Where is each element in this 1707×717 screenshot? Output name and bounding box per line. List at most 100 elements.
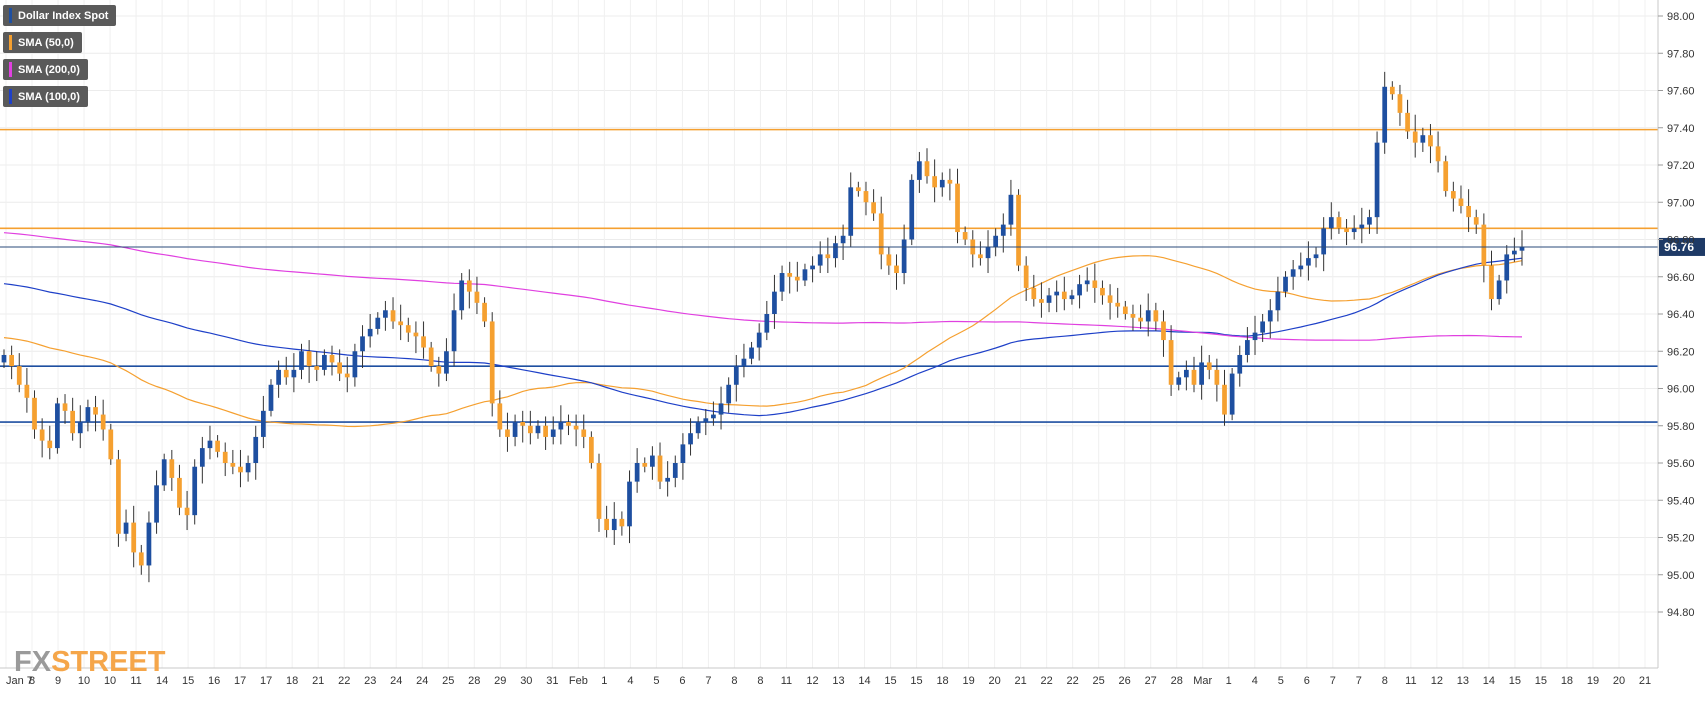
candle-down [581,429,587,437]
candle-up [901,239,907,274]
candle-down [825,254,831,259]
y-tick-label: 97.00 [1667,197,1695,209]
candle-down [794,276,800,281]
x-tick-label: 15 [884,675,896,687]
x-tick-label: 22 [1041,675,1053,687]
candle-down [947,179,953,184]
candle-up [1077,284,1082,296]
candle-up [207,440,213,449]
candle-up [711,414,716,419]
candle-down [131,522,137,553]
candle-down [466,280,472,292]
last-price-label: 96.76 [1664,240,1694,254]
x-tick-label: 25 [1093,675,1105,687]
candle-up [718,403,724,415]
candle-down [116,459,121,534]
candle-up [253,436,259,463]
y-tick-label: 95.40 [1667,495,1695,507]
candle-down [1428,135,1433,147]
x-tick-label: 14 [156,675,168,687]
candle-down [543,425,548,437]
y-tick-label: 96.40 [1667,309,1695,321]
candle-up [741,358,747,367]
y-tick-label: 97.60 [1667,86,1695,98]
candle-down [520,422,526,426]
candle-down [32,397,37,430]
candle-up [360,336,365,352]
candle-down [24,384,30,398]
legend-entry-sma-100[interactable]: SMA (100,0) [3,86,88,107]
y-tick-label: 97.40 [1667,123,1695,135]
x-tick-label: 4 [627,675,633,687]
candle-up [802,269,808,281]
legend-entry-dollar-index[interactable]: Dollar Index Spot [3,5,117,26]
candle-up [1069,295,1075,300]
candle-up [1519,246,1525,251]
candle-down [9,354,14,367]
candle-down [329,354,335,363]
candle-up [764,314,770,333]
sma-50-line [3,255,1523,428]
candle-down [428,347,434,367]
legend-entry-sma-200[interactable]: SMA (200,0) [3,59,88,80]
x-tick-label: 15 [182,675,194,687]
candle-down [93,407,98,415]
gridlines [0,0,1658,668]
candle-down [1214,369,1220,385]
candle-down [566,422,571,426]
legend-entry-sma-50[interactable]: SMA (50,0) [3,32,82,53]
x-tick-label: 28 [1171,675,1183,687]
candle-down [642,463,648,467]
candle-up [1145,310,1151,322]
candle-up [993,235,999,247]
candle-up [154,485,159,523]
candle-down [955,183,960,233]
x-tick-label: 25 [442,675,454,687]
candle-up [1290,269,1296,277]
candle-up [55,403,60,449]
candle-down [1023,265,1029,288]
x-tick-label: 15 [1509,675,1521,687]
candle-down [222,451,228,463]
y-tick-label: 95.20 [1667,533,1695,545]
x-tick-label: 12 [806,675,818,687]
y-tick-label: 96.60 [1667,272,1695,284]
candle-up [1176,377,1182,385]
candle-down [886,254,892,266]
candle-up [733,366,739,385]
candle-up [245,463,251,473]
legend-swatch [9,89,12,104]
candle-down [177,477,182,508]
candle-down [138,552,144,566]
legend-label: Dollar Index Spot [18,9,109,22]
candle-down [436,366,442,374]
x-tick-label: 10 [104,675,116,687]
candle-down [39,429,45,441]
candle-up [367,328,373,337]
candle-up [161,459,167,486]
candle-down [878,213,884,255]
candle-down [1397,94,1403,113]
x-tick-label: 19 [1587,675,1599,687]
candle-up [1298,265,1304,270]
x-tick-label: 27 [1145,675,1157,687]
candle-up [1321,228,1327,255]
candle-up [375,317,381,329]
last-price-line: 96.76 [0,237,1705,256]
x-tick-label: 28 [468,675,480,687]
candle-up [192,466,198,516]
candle-up [1374,142,1380,218]
candle-down [405,325,411,333]
candle-up [451,310,457,352]
x-tick-label: 1 [1226,675,1232,687]
y-tick-label: 96.00 [1667,384,1695,396]
x-tick-label: 18 [1561,675,1573,687]
candle-up [688,433,693,445]
candle-down [1122,306,1128,314]
candle-down [1450,191,1456,199]
candle-up [299,351,304,370]
candle-down [238,466,243,473]
candle-up [665,477,671,482]
candle-up [1260,321,1266,333]
y-tick-label: 98.00 [1667,11,1695,23]
